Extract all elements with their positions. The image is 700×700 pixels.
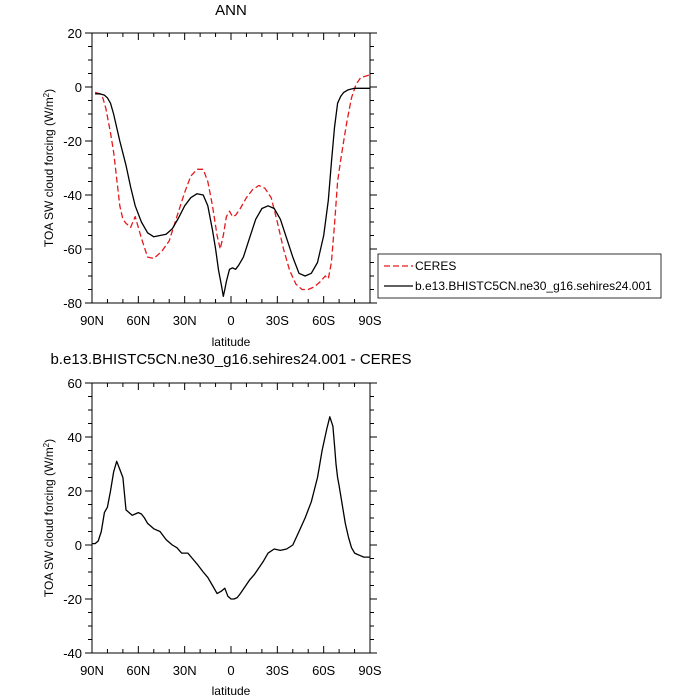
y-axis-label-superscript: 2: [42, 92, 51, 97]
top-chart-legend: CERES b.e13.BHISTC5CN.ne30_g16.sehires24…: [377, 253, 662, 299]
top-chart-y-axis-label: TOA SW cloud forcing (W/m2): [42, 89, 56, 247]
x-tick-label: 90N: [80, 663, 104, 678]
x-tick-label: 60S: [312, 663, 335, 678]
bottom-chart-x-tick-labels: 90N 60N 30N 0 30S 60S 90S: [80, 663, 382, 678]
series-line-model: [95, 87, 370, 297]
bottom-chart-y-tick-labels: 60 40 20 0 -20 -40: [63, 376, 82, 661]
x-tick-label: 30N: [173, 313, 197, 328]
y-tick-label: 20: [68, 26, 82, 41]
y-axis-label-close: ): [42, 89, 56, 93]
x-tick-label: 30S: [266, 313, 289, 328]
bottom-chart-x-axis-label: latitude: [212, 684, 251, 698]
legend-label-model: b.e13.BHISTC5CN.ne30_g16.sehires24.001: [415, 279, 652, 293]
x-tick-label: 90N: [80, 313, 104, 328]
difference-line: [92, 416, 370, 600]
bottom-chart-ticks: [85, 382, 377, 654]
y-tick-label: -40: [63, 646, 82, 661]
y-tick-label: -40: [63, 188, 82, 203]
x-tick-label: 0: [227, 313, 234, 328]
x-tick-label: 60S: [312, 313, 335, 328]
x-tick-label: 0: [227, 663, 234, 678]
bottom-chart-title: b.e13.BHISTC5CN.ne30_g16.sehires24.001 -…: [50, 351, 411, 368]
y-axis-label-text: TOA SW cloud forcing (W/m: [42, 97, 56, 247]
x-tick-label: 30S: [266, 663, 289, 678]
y-tick-label: 0: [75, 80, 82, 95]
x-tick-label: 90S: [358, 313, 381, 328]
top-chart-panel: ANN 90N 60N 30N 0 30S 60S 90S 200-20-40-60-80 …: [42, 2, 662, 349]
x-tick-label: 90S: [358, 663, 381, 678]
y-tick-label: 40: [68, 430, 82, 445]
top-chart-ticks: [85, 32, 377, 304]
x-tick-label: 60N: [126, 663, 150, 678]
y-axis-label-superscript: 2: [42, 442, 51, 447]
x-tick-label: 60N: [126, 313, 150, 328]
y-tick-label: -60: [63, 242, 82, 257]
bottom-chart-series: [92, 416, 370, 600]
y-tick-label: 60: [68, 376, 82, 391]
top-chart-title: ANN: [215, 2, 247, 19]
legend-box: [377, 253, 662, 299]
bottom-chart-y-axis-label: TOA SW cloud forcing (W/m2): [42, 439, 56, 597]
bottom-chart-panel: b.e13.BHISTC5CN.ne30_g16.sehires24.001 -…: [42, 351, 412, 698]
series-line-ceres: [94, 74, 371, 291]
top-chart-x-tick-labels: 90N 60N 30N 0 30S 60S 90S: [80, 313, 382, 328]
y-tick-label: -80: [63, 296, 82, 311]
legend-label-ceres: CERES: [415, 259, 456, 273]
top-chart-x-axis-label: latitude: [212, 335, 251, 349]
x-tick-label: 30N: [173, 663, 197, 678]
y-tick-label: -20: [63, 592, 82, 607]
y-tick-label: 0: [75, 538, 82, 553]
y-tick-label: 20: [68, 484, 82, 499]
top-chart-y-tick-labels: 20 0 -20 -40 -60 -80: [63, 26, 82, 311]
y-tick-label: -20: [63, 134, 82, 149]
top-chart-series: [94, 74, 371, 297]
top-chart-plot-frame: [91, 32, 371, 304]
y-axis-label-close: ): [42, 439, 56, 443]
y-axis-label-text: TOA SW cloud forcing (W/m: [42, 447, 56, 597]
